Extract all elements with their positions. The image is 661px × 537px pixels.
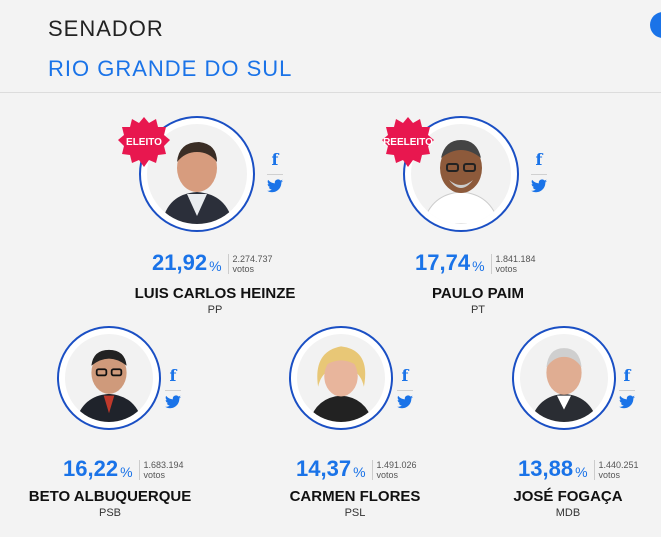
vote-result: 21,92 % 2.274.737 votos: [152, 252, 273, 274]
badge-label: REELEITO: [383, 136, 433, 148]
page-title: SENADOR: [48, 16, 164, 41]
elected-badge: ELEITO: [118, 116, 170, 168]
vote-result: 17,74 % 1.841.184 votos: [415, 252, 536, 274]
percent-sign: %: [472, 258, 485, 274]
candidate-photo: [411, 124, 511, 224]
header-divider: [0, 92, 661, 93]
candidate-party: PSB: [98, 507, 121, 519]
page-header: SENADOR RIO GRANDE DO SUL: [0, 0, 661, 92]
candidate-photo-frame: [289, 326, 393, 430]
corner-button[interactable]: [650, 12, 661, 38]
candidate-photo: [297, 334, 385, 422]
page-subtitle: RIO GRANDE DO SUL: [48, 56, 293, 81]
candidate-name: BETO ALBUQUERQUE: [28, 488, 192, 505]
twitter-icon[interactable]: [164, 395, 182, 413]
vote-percent: 21,92: [152, 250, 208, 275]
facebook-icon[interactable]: f: [271, 150, 279, 169]
vote-count: 1.841.184 votos: [490, 254, 536, 274]
vote-percent: 13,88: [518, 456, 574, 481]
social-links: f: [396, 366, 414, 413]
candidate-name: CARMEN FLORES: [289, 488, 421, 505]
percent-sign: %: [353, 464, 366, 480]
vote-count-label: votos: [376, 470, 399, 480]
vote-count-label: votos: [495, 264, 518, 274]
candidate-party: PP: [207, 304, 223, 316]
candidate-name: JOSÉ FOGAÇA: [513, 488, 623, 505]
vote-percent: 16,22: [63, 456, 119, 481]
vote-count-label: votos: [598, 470, 621, 480]
percent-sign: %: [209, 258, 222, 274]
vote-count-value: 1.683.194: [143, 460, 184, 470]
vote-count: 2.274.737 votos: [227, 254, 273, 274]
social-links: f: [164, 366, 182, 413]
vote-percent: 17,74: [415, 250, 471, 275]
vote-count-value: 1.841.184: [495, 254, 536, 264]
facebook-icon[interactable]: f: [623, 366, 631, 385]
social-links: f: [266, 150, 284, 197]
vote-count-label: votos: [232, 264, 255, 274]
reelected-badge: REELEITO: [382, 116, 434, 168]
social-links: f: [530, 150, 548, 197]
social-divider: [397, 390, 413, 391]
facebook-icon[interactable]: f: [401, 366, 409, 385]
facebook-icon[interactable]: f: [169, 366, 177, 385]
candidate-photo-frame: [57, 326, 161, 430]
vote-count-value: 2.274.737: [232, 254, 273, 264]
vote-count: 1.491.026 votos: [371, 460, 417, 480]
social-divider: [267, 174, 283, 175]
vote-count-label: votos: [143, 470, 166, 480]
badge-label: ELEITO: [126, 136, 162, 148]
vote-percent: 14,37: [296, 456, 352, 481]
social-links: f: [618, 366, 636, 413]
facebook-icon[interactable]: f: [535, 150, 543, 169]
candidate-party: PT: [470, 304, 486, 316]
candidate-name: PAULO PAIM: [432, 285, 524, 302]
candidate-party: PSL: [344, 507, 366, 519]
social-divider: [619, 390, 635, 391]
vote-count: 1.683.194 votos: [138, 460, 184, 480]
vote-result: 13,88 % 1.440.251 votos: [518, 458, 639, 480]
social-divider: [165, 390, 181, 391]
vote-count-value: 1.440.251: [598, 460, 639, 470]
candidate-photo: [65, 334, 153, 422]
candidate-photo: [520, 334, 608, 422]
twitter-icon[interactable]: [618, 395, 636, 413]
social-divider: [531, 174, 547, 175]
vote-count: 1.440.251 votos: [593, 460, 639, 480]
vote-result: 16,22 % 1.683.194 votos: [63, 458, 184, 480]
percent-sign: %: [120, 464, 133, 480]
candidate-photo-frame: [512, 326, 616, 430]
twitter-icon[interactable]: [266, 179, 284, 197]
vote-count-value: 1.491.026: [376, 460, 417, 470]
vote-result: 14,37 % 1.491.026 votos: [296, 458, 417, 480]
candidate-party: MDB: [555, 507, 581, 519]
twitter-icon[interactable]: [530, 179, 548, 197]
percent-sign: %: [575, 464, 588, 480]
twitter-icon[interactable]: [396, 395, 414, 413]
candidate-name: LUIS CARLOS HEINZE: [134, 285, 296, 302]
